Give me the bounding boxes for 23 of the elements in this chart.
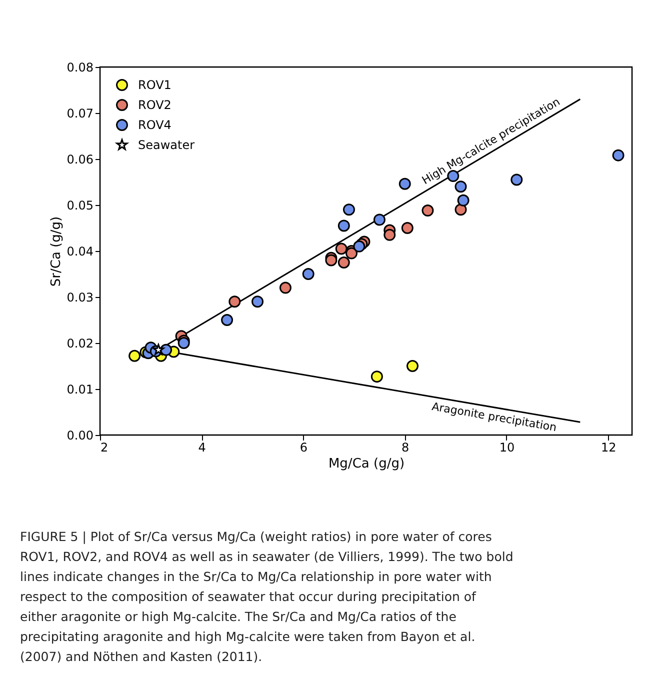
x-tick-label: 2 [100,440,108,454]
x-tick-label: 4 [198,440,206,454]
legend-label: ROV2 [138,98,172,112]
x-tick-label: 10 [499,440,515,454]
y-tick-label: 0.00 [66,428,94,442]
x-tick-label: 12 [600,440,616,454]
legend-label: ROV4 [138,118,172,132]
y-tick-label: 0.02 [66,336,94,350]
x-axis-title: Mg/Ca (g/g) [328,456,405,472]
y-tick-label: 0.07 [66,106,94,120]
y-tick-label: 0.08 [66,60,94,74]
legend-label: ROV1 [138,78,172,92]
caption: FIGURE 5 | Plot of Sr/Ca versus Mg/Ca (weight ratios) in pore water of cores ROV1, ROV2, and ROV4 as well as in seawater (de Villiers, 1999). The two bold lines indicate changes in the Sr/Ca to Mg/Ca relationship in pore water with respect to the composition of seawater that occur during precipitation of either aragonite or high Mg-calcite. The Sr/Ca and Mg/Ca ratios of the precipitating aragonite and high Mg-calcite were taken from Bayon et al. (2007) and Nöthen and Kasten (2011). [20,529,514,664]
y-tick-label: 0.05 [66,198,94,212]
y-tick-label: 0.04 [66,244,94,258]
y-tick-label: 0.03 [66,290,94,304]
y-tick-label: 0.06 [66,152,94,166]
annotation: Aragonite precipitation [430,400,558,434]
legend-label: Seawater [138,138,195,152]
y-axis-title: Sr/Ca (g/g) [48,216,64,287]
x-tick-label: 6 [300,440,308,454]
y-tick-label: 0.01 [66,382,94,396]
x-tick-label: 8 [402,440,410,454]
